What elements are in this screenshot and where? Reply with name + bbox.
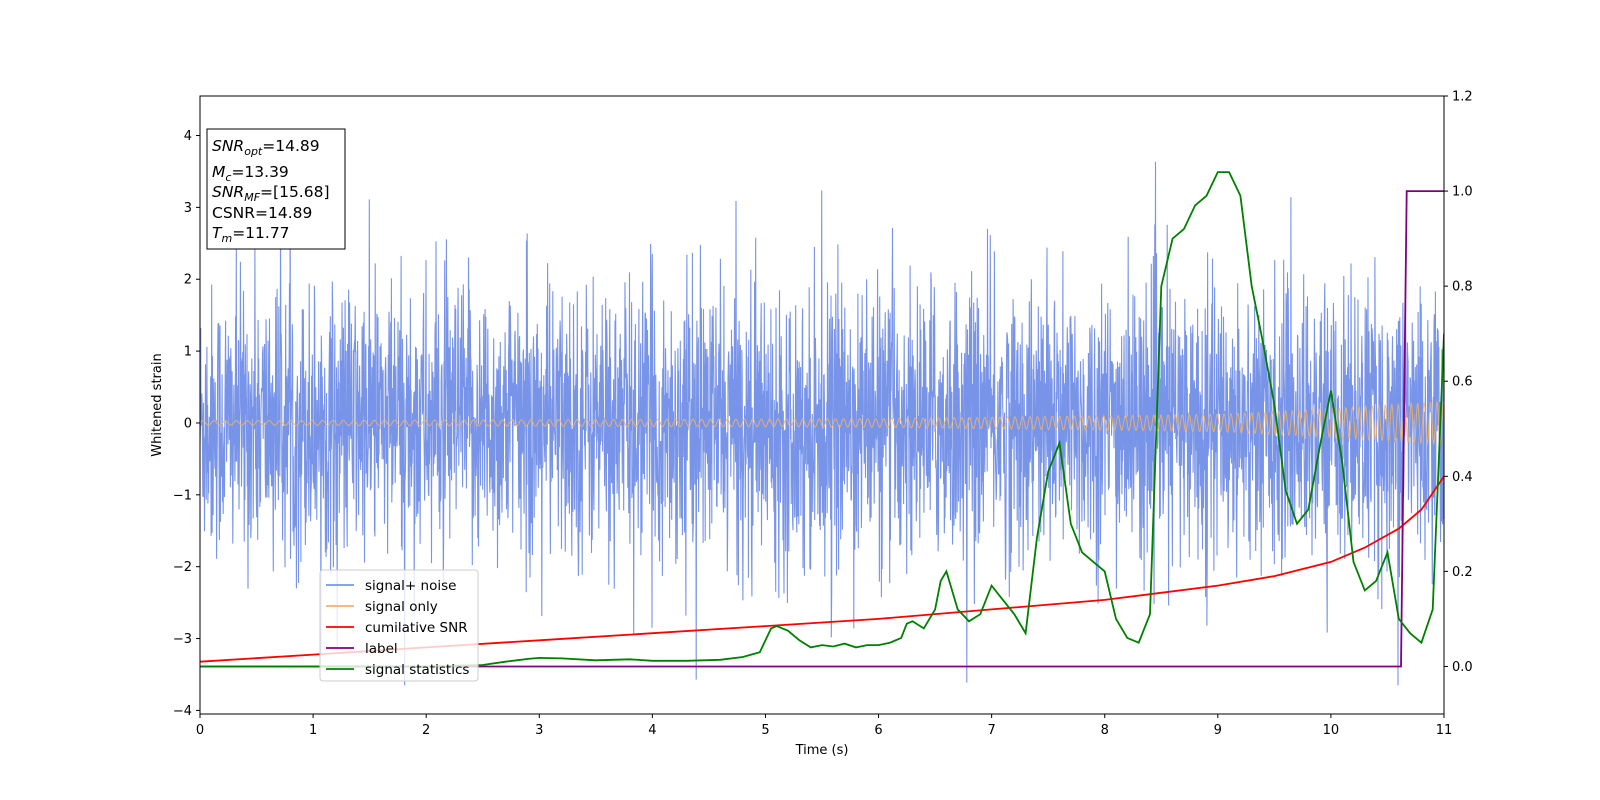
x-tick-label: 7 bbox=[987, 723, 995, 738]
y-tick-label: 1 bbox=[184, 345, 192, 360]
y-axis-left: −4 −3 −2 −1 0 1 2 3 4 bbox=[173, 129, 200, 719]
annotation-line: SNRMF=[15.68] bbox=[212, 183, 330, 204]
x-tick-label: 6 bbox=[874, 723, 882, 738]
y-tick-label: 2 bbox=[184, 273, 192, 288]
series-signal-only-line bbox=[200, 399, 1444, 446]
x-axis: 0 1 2 3 4 5 6 7 8 9 10 11 bbox=[196, 714, 1452, 738]
y-tick-label: −3 bbox=[173, 632, 192, 647]
y-tick-label: −2 bbox=[173, 560, 192, 575]
x-tick-label: 5 bbox=[761, 723, 769, 738]
y2-tick-label: 0.6 bbox=[1452, 375, 1473, 390]
y-axis-label: Whitened strain bbox=[150, 353, 165, 456]
legend-label: cumilative SNR bbox=[365, 620, 468, 636]
x-tick-label: 10 bbox=[1323, 723, 1340, 738]
annotation-line: CSNR=14.89 bbox=[212, 204, 312, 222]
legend-label: label bbox=[365, 641, 398, 657]
legend-label: signal only bbox=[365, 599, 438, 615]
legend-frame bbox=[319, 569, 479, 682]
x-tick-label: 9 bbox=[1214, 723, 1222, 738]
annotation-line: SNRopt=14.89 bbox=[212, 137, 320, 158]
y-tick-label: 4 bbox=[184, 129, 192, 144]
series-signal-statistics-line bbox=[200, 171, 1444, 668]
x-tick-label: 1 bbox=[309, 723, 317, 738]
annotation-line: Mc=13.39 bbox=[212, 163, 289, 184]
annotation-line: Tm=11.77 bbox=[212, 224, 290, 245]
annotation-frame bbox=[206, 128, 346, 250]
y2-tick-label: 0.4 bbox=[1452, 470, 1473, 485]
series-layer bbox=[200, 161, 1444, 686]
legend-label: signal statistics bbox=[365, 662, 469, 678]
y-tick-label: 3 bbox=[184, 201, 192, 216]
y2-tick-label: 0.8 bbox=[1452, 280, 1473, 295]
y-tick-label: −1 bbox=[173, 488, 192, 503]
series-cumilative-snr-line bbox=[200, 475, 1444, 663]
x-tick-label: 3 bbox=[535, 723, 543, 738]
legend: signal+ noise signal only cumilative SNR la… bbox=[319, 569, 479, 682]
x-tick-label: 11 bbox=[1436, 723, 1453, 738]
plot-frame bbox=[199, 95, 1445, 715]
x-tick-label: 4 bbox=[648, 723, 656, 738]
y-tick-label: −4 bbox=[173, 704, 192, 719]
y2-tick-label: 0.0 bbox=[1452, 660, 1473, 675]
legend-label: signal+ noise bbox=[365, 578, 456, 594]
x-axis-label: Time (s) bbox=[795, 743, 849, 758]
y-tick-label: 0 bbox=[184, 416, 192, 431]
y2-tick-label: 1.2 bbox=[1452, 90, 1473, 105]
y2-tick-label: 1.0 bbox=[1452, 185, 1473, 200]
series-label-line bbox=[200, 190, 1444, 668]
annotation-box: SNRopt=14.89 Mc=13.39SNRMF=[15.68]CSNR=14… bbox=[206, 128, 346, 250]
x-tick-label: 2 bbox=[422, 723, 430, 738]
y2-tick-label: 0.2 bbox=[1452, 565, 1473, 580]
y-axis-right: 0.0 0.2 0.4 0.6 0.8 1.0 1.2 bbox=[1444, 90, 1473, 675]
x-tick-label: 0 bbox=[196, 723, 204, 738]
x-tick-label: 8 bbox=[1101, 723, 1109, 738]
